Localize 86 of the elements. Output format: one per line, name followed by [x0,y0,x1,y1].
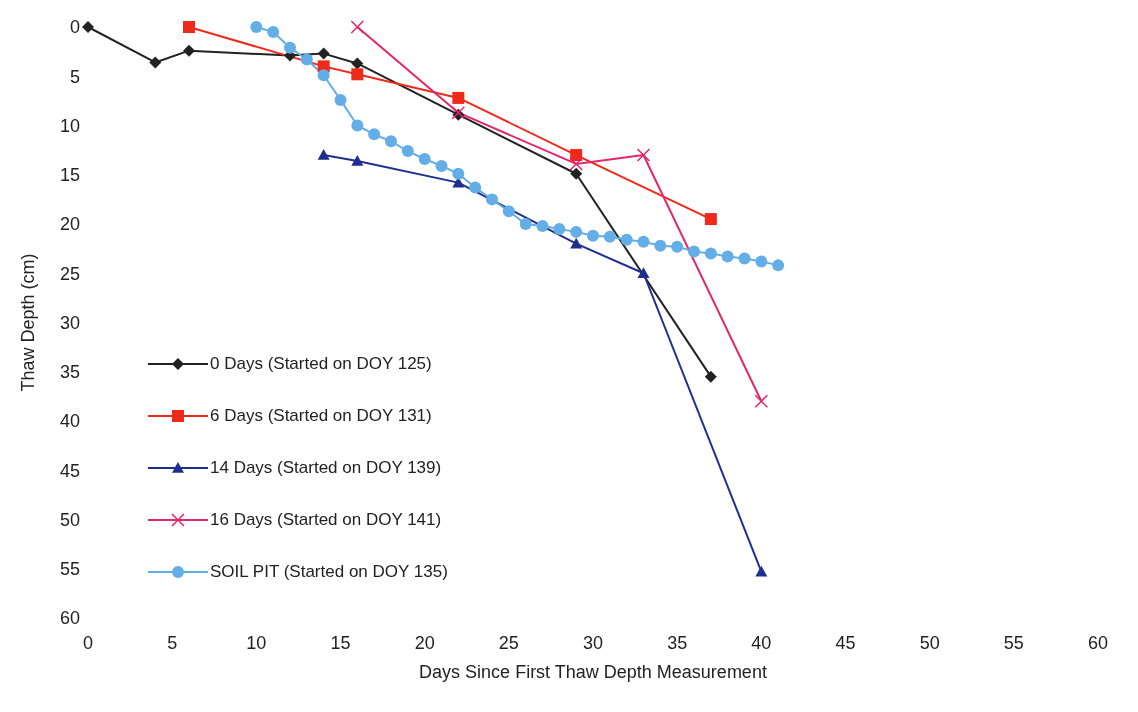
point [183,44,195,57]
point [334,93,347,106]
point [385,135,397,148]
x-tick-label: 15 [330,632,351,653]
legend-label: 16 Days (Started on DOY 141) [210,510,442,530]
point [637,235,650,248]
point [772,259,785,272]
y-tick-label: 0 [69,17,80,38]
y-tick-label: 45 [59,460,80,481]
legend-label: 6 Days (Started on DOY 131) [210,406,432,426]
point [671,240,684,253]
y-tick-label: 10 [59,115,80,136]
x-tick-label: 20 [414,632,435,653]
x-tick-label: 40 [751,632,772,653]
point [267,25,280,38]
point [317,69,330,82]
x-tick-label: 35 [667,632,688,653]
x-axis-title: Days Since First Thaw Depth Measurement [419,662,767,682]
point [587,229,599,242]
point [704,213,717,226]
legend-label: 14 Days (Started on DOY 139) [210,458,442,478]
point [250,21,263,33]
point [688,245,700,258]
legend-label: 0 Days (Started on DOY 125) [210,354,432,374]
point [721,250,734,263]
y-tick-label: 30 [59,312,80,333]
point [570,167,583,180]
point [519,218,532,230]
point [418,152,431,165]
x-tick-label: 0 [82,632,94,653]
point [553,222,566,235]
x-tick-label: 45 [835,632,856,653]
y-tick-label: 55 [59,559,80,580]
point [351,119,364,132]
point [704,247,717,260]
y-tick-label: 35 [59,362,80,383]
y-tick-label: 50 [59,509,80,530]
point [82,21,94,33]
x-tick-label: 55 [1003,632,1024,653]
point [620,233,633,246]
y-tick-label: 5 [69,66,80,87]
point [469,181,482,194]
point [570,149,583,162]
point [636,148,651,162]
point [755,565,768,577]
y-tick-label: 25 [59,263,80,284]
point [284,41,296,54]
point [654,239,667,252]
point [502,205,515,218]
point [569,157,583,171]
point [704,370,717,383]
point [317,47,330,60]
legend-label: SOIL PIT (Started on DOY 135) [210,562,448,582]
y-tick-label: 20 [59,214,80,235]
point [536,219,549,232]
point [570,225,583,238]
point [300,53,313,66]
point [452,91,465,104]
point [351,68,364,81]
x-tick-label: 10 [246,632,267,653]
x-tick-label: 5 [167,632,178,653]
y-tick-label: 40 [59,411,80,432]
point [351,57,364,70]
y-tick-label: 15 [59,165,80,186]
point [755,255,768,268]
point [435,159,448,172]
x-tick-label: 30 [582,632,604,653]
point [149,56,162,69]
point [368,128,381,141]
point [351,154,364,166]
point [350,20,365,34]
point [570,237,583,249]
y-tick-label: 60 [59,608,80,629]
point [754,394,769,409]
point [401,145,414,158]
point [486,193,498,206]
point [637,267,650,279]
point [738,252,751,265]
y-axis-title: Thaw Depth (cm) [18,253,39,392]
point [183,21,195,33]
x-tick-label: 60 [1087,632,1109,653]
point [317,149,330,160]
point [603,230,616,243]
x-tick-label: 25 [498,632,519,653]
point [452,167,465,180]
x-tick-label: 50 [919,632,940,653]
